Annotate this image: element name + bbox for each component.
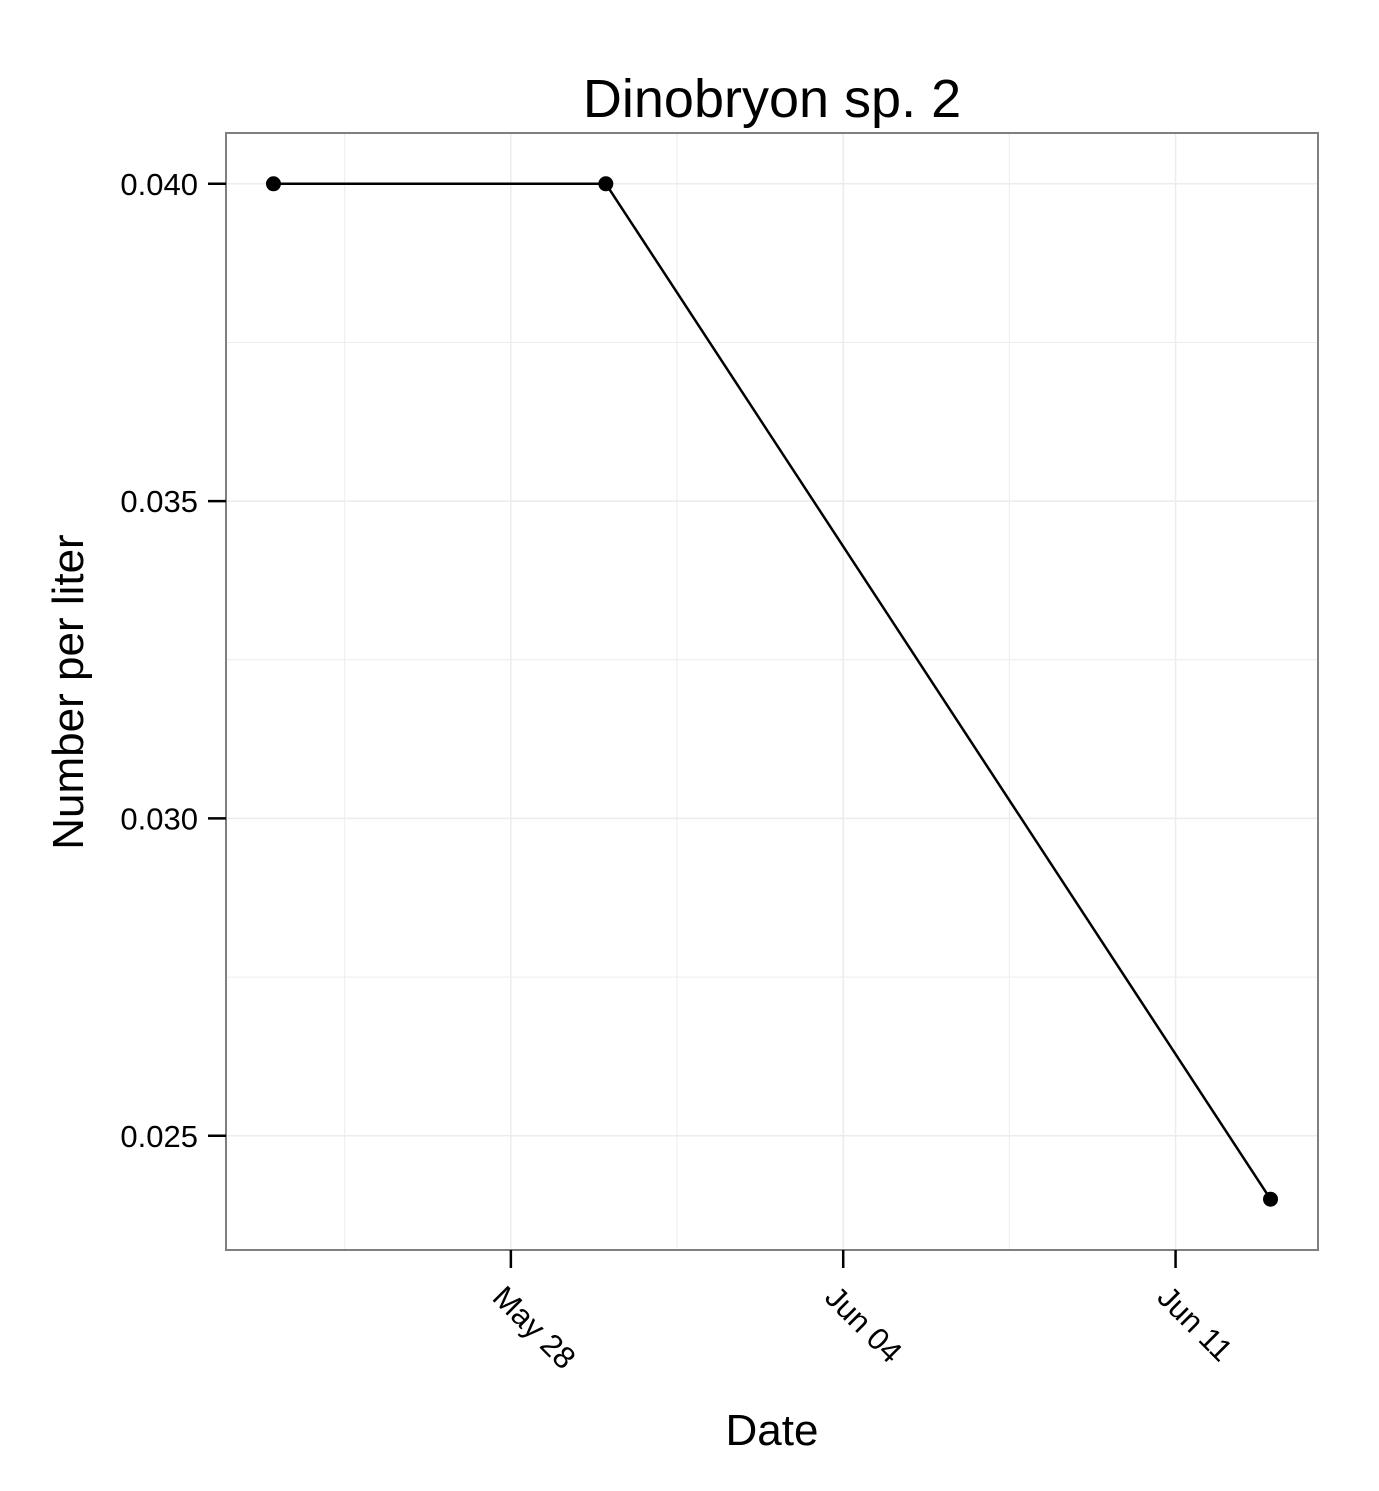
x-tick-label: Jun 11 [1151, 1279, 1240, 1368]
x-axis: May 28 Jun 04 Jun 11 [486, 1250, 1240, 1376]
y-tick-label: 0.030 [120, 801, 198, 836]
x-tick-label: May 28 [486, 1279, 583, 1376]
x-axis-title: Date [726, 1406, 819, 1455]
plot-border [225, 132, 1319, 1251]
x-tick-label: Jun 04 [818, 1279, 909, 1370]
data-point [265, 176, 281, 192]
y-tick-label: 0.040 [120, 167, 198, 202]
series-line [273, 182, 1272, 1200]
y-tick-label: 0.035 [120, 484, 198, 519]
data-point [598, 176, 614, 192]
grid [226, 133, 1318, 1250]
data-point [1263, 1191, 1279, 1207]
chart-title: Dinobryon sp. 2 [583, 69, 961, 129]
y-axis: 0.025 0.030 0.035 0.040 [120, 167, 226, 1154]
series-layer [265, 176, 1279, 1207]
y-axis-title: Number per liter [44, 534, 93, 849]
y-tick-label: 0.025 [120, 1119, 198, 1154]
